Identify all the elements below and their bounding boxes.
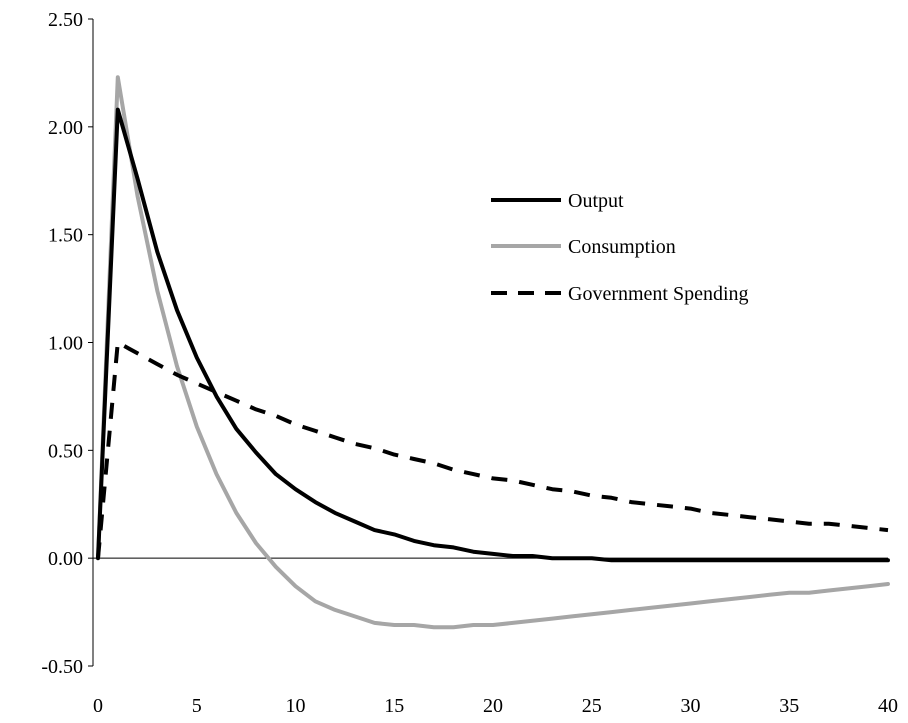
x-tick-label: 15: [384, 695, 404, 717]
series-line-output: [96, 107, 890, 563]
x-tick-label: 10: [286, 695, 306, 717]
x-tick-label: 0: [93, 695, 103, 717]
y-tick-label: 1.50: [48, 225, 83, 247]
legend: Output Consumption Government Spending: [491, 190, 749, 305]
y-tick-label: 2.50: [48, 9, 83, 31]
x-tick-label: 40: [878, 695, 898, 717]
series-line-government-spending: [96, 340, 889, 559]
y-tick-label: 0.50: [48, 440, 83, 462]
x-tick-label: 30: [681, 695, 701, 717]
y-tick-label: 1.00: [48, 333, 83, 355]
x-tick-label: 20: [483, 695, 503, 717]
x-tick-label: 35: [779, 695, 799, 717]
x-tick-label: 5: [192, 695, 202, 717]
legend-label: Government Spending: [568, 283, 749, 305]
series-line-consumption: [96, 75, 890, 630]
legend-label: Consumption: [568, 236, 676, 258]
y-tick-group: -0.50 0.00 0.50 1.00 1.50 2.00 2.50: [41, 9, 93, 678]
x-tick-label: 25: [582, 695, 602, 717]
y-tick-label: 0.00: [48, 548, 83, 570]
y-tick-label: 2.00: [48, 117, 83, 139]
y-tick-label: -0.50: [41, 656, 83, 678]
axes: [92, 19, 888, 666]
x-tick-group: 0 5 10 15 20 25 30 35 40: [93, 695, 898, 717]
series-group: [96, 75, 890, 630]
legend-label: Output: [568, 190, 624, 212]
